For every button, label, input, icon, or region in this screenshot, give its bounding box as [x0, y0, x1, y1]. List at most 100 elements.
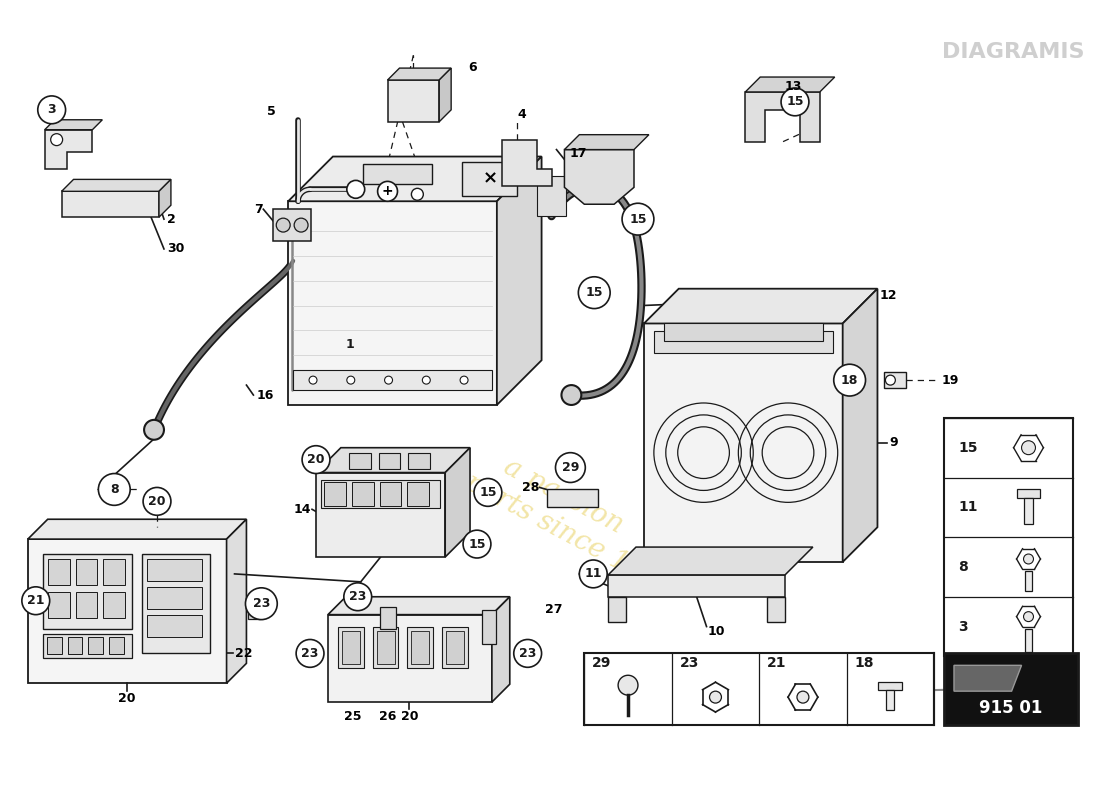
Bar: [67, 637, 82, 654]
Circle shape: [710, 691, 722, 703]
Bar: [1024, 629, 1033, 653]
Circle shape: [346, 376, 355, 384]
Circle shape: [463, 530, 491, 558]
Circle shape: [834, 364, 866, 396]
Bar: [547, 490, 598, 507]
Text: 20: 20: [119, 692, 136, 705]
Polygon shape: [28, 519, 246, 539]
Polygon shape: [328, 614, 492, 702]
Text: 18: 18: [855, 656, 875, 670]
Polygon shape: [316, 473, 446, 557]
Bar: [887, 690, 894, 710]
Bar: [349, 453, 371, 469]
Bar: [46, 637, 62, 654]
Circle shape: [245, 588, 277, 620]
Circle shape: [579, 277, 610, 309]
Circle shape: [51, 134, 63, 146]
Bar: [103, 559, 125, 585]
Polygon shape: [316, 448, 470, 473]
Text: 9: 9: [890, 436, 898, 450]
Text: 30: 30: [167, 242, 185, 255]
Circle shape: [385, 376, 393, 384]
Bar: [584, 654, 934, 725]
Bar: [379, 482, 401, 506]
Bar: [103, 592, 125, 618]
Bar: [76, 559, 98, 585]
Bar: [43, 554, 132, 629]
Bar: [407, 626, 433, 668]
Circle shape: [623, 203, 653, 235]
Text: 15: 15: [629, 213, 647, 226]
Text: 8: 8: [110, 483, 119, 496]
Circle shape: [1023, 612, 1034, 622]
Circle shape: [144, 420, 164, 440]
Text: 4: 4: [517, 108, 526, 122]
Text: 11: 11: [958, 500, 978, 514]
Polygon shape: [608, 547, 813, 575]
Text: 15: 15: [958, 441, 978, 454]
Bar: [342, 630, 360, 664]
Circle shape: [886, 375, 895, 385]
Bar: [321, 481, 440, 508]
Polygon shape: [62, 191, 160, 217]
Text: 14: 14: [294, 503, 311, 516]
Bar: [442, 626, 468, 668]
Polygon shape: [767, 597, 785, 622]
Bar: [1024, 571, 1033, 590]
Text: 20: 20: [400, 710, 418, 722]
Bar: [653, 331, 833, 354]
Text: 25: 25: [344, 710, 362, 722]
Polygon shape: [564, 150, 634, 204]
Bar: [411, 630, 429, 664]
Circle shape: [143, 487, 170, 515]
Circle shape: [411, 188, 424, 200]
Polygon shape: [564, 134, 649, 150]
Bar: [109, 637, 124, 654]
Polygon shape: [328, 597, 509, 614]
Text: 13: 13: [785, 81, 802, 94]
Circle shape: [580, 560, 607, 588]
Polygon shape: [608, 575, 785, 597]
Text: 20: 20: [307, 453, 324, 466]
Polygon shape: [446, 448, 470, 557]
Circle shape: [1022, 441, 1035, 454]
Text: 27: 27: [544, 603, 562, 616]
Circle shape: [556, 453, 585, 482]
Bar: [376, 630, 395, 664]
Text: 915 01: 915 01: [979, 699, 1043, 717]
Circle shape: [296, 639, 324, 667]
Polygon shape: [954, 666, 1022, 691]
Polygon shape: [28, 539, 227, 683]
Polygon shape: [843, 289, 878, 562]
Bar: [462, 162, 517, 196]
Circle shape: [1023, 554, 1034, 564]
Bar: [879, 682, 902, 690]
Bar: [387, 80, 439, 122]
Circle shape: [346, 180, 365, 198]
Circle shape: [22, 587, 50, 614]
Polygon shape: [439, 68, 451, 122]
Bar: [944, 418, 1074, 656]
Text: 22: 22: [234, 647, 252, 660]
Polygon shape: [502, 140, 551, 186]
Text: 15: 15: [469, 538, 486, 550]
Polygon shape: [45, 120, 102, 130]
Text: 15: 15: [585, 286, 603, 299]
Text: 21: 21: [767, 656, 786, 670]
Circle shape: [276, 218, 290, 232]
Text: 11: 11: [584, 567, 602, 581]
Text: 2: 2: [167, 213, 176, 226]
Circle shape: [37, 96, 66, 124]
Polygon shape: [746, 77, 835, 92]
Bar: [378, 453, 400, 469]
Polygon shape: [497, 157, 541, 405]
Text: 3: 3: [958, 619, 968, 634]
Circle shape: [460, 376, 467, 384]
Bar: [47, 592, 69, 618]
Text: 3: 3: [47, 103, 56, 116]
Polygon shape: [746, 92, 820, 142]
Text: 28: 28: [522, 481, 540, 494]
Bar: [273, 210, 311, 241]
Polygon shape: [227, 519, 246, 683]
Bar: [249, 597, 261, 618]
